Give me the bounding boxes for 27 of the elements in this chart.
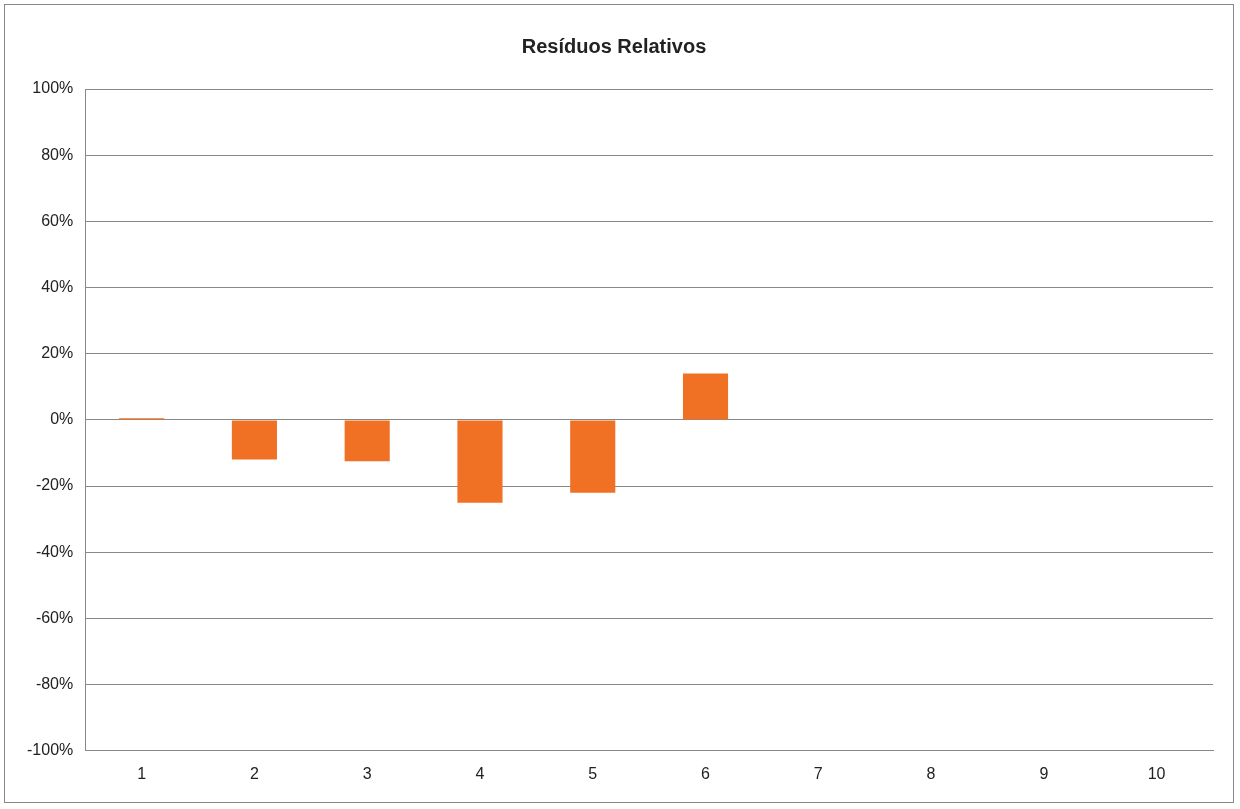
chart-title: Resíduos Relativos bbox=[521, 34, 707, 57]
x-tick-label: 8 bbox=[926, 764, 936, 782]
bar bbox=[570, 420, 616, 493]
x-tick-label: 7 bbox=[813, 764, 823, 782]
x-tick-label: 2 bbox=[249, 764, 259, 782]
x-tick-label: 9 bbox=[1039, 764, 1049, 782]
bar bbox=[457, 420, 503, 503]
y-tick-label: 60% bbox=[41, 211, 74, 229]
bar bbox=[344, 420, 390, 462]
y-tick-label: -60% bbox=[35, 608, 74, 626]
x-tick-label: 5 bbox=[588, 764, 598, 782]
y-tick-label: -40% bbox=[35, 542, 74, 560]
x-tick-label: 6 bbox=[701, 764, 711, 782]
y-tick-label: -80% bbox=[35, 675, 74, 693]
y-tick-label: 0% bbox=[50, 410, 74, 428]
y-tick-label: 80% bbox=[41, 145, 74, 163]
y-tick-label: -20% bbox=[35, 476, 74, 494]
y-tick-label: 40% bbox=[41, 277, 74, 295]
bar bbox=[231, 420, 277, 460]
y-tick-label: -100% bbox=[27, 741, 74, 759]
bar bbox=[682, 373, 729, 420]
x-tick-label: 10 bbox=[1147, 764, 1166, 782]
x-tick-label: 3 bbox=[362, 764, 372, 782]
x-tick-label: 1 bbox=[137, 764, 147, 782]
y-tick-label: 20% bbox=[41, 344, 74, 362]
x-tick-label: 4 bbox=[475, 764, 485, 782]
y-tick-label: 100% bbox=[32, 79, 74, 97]
